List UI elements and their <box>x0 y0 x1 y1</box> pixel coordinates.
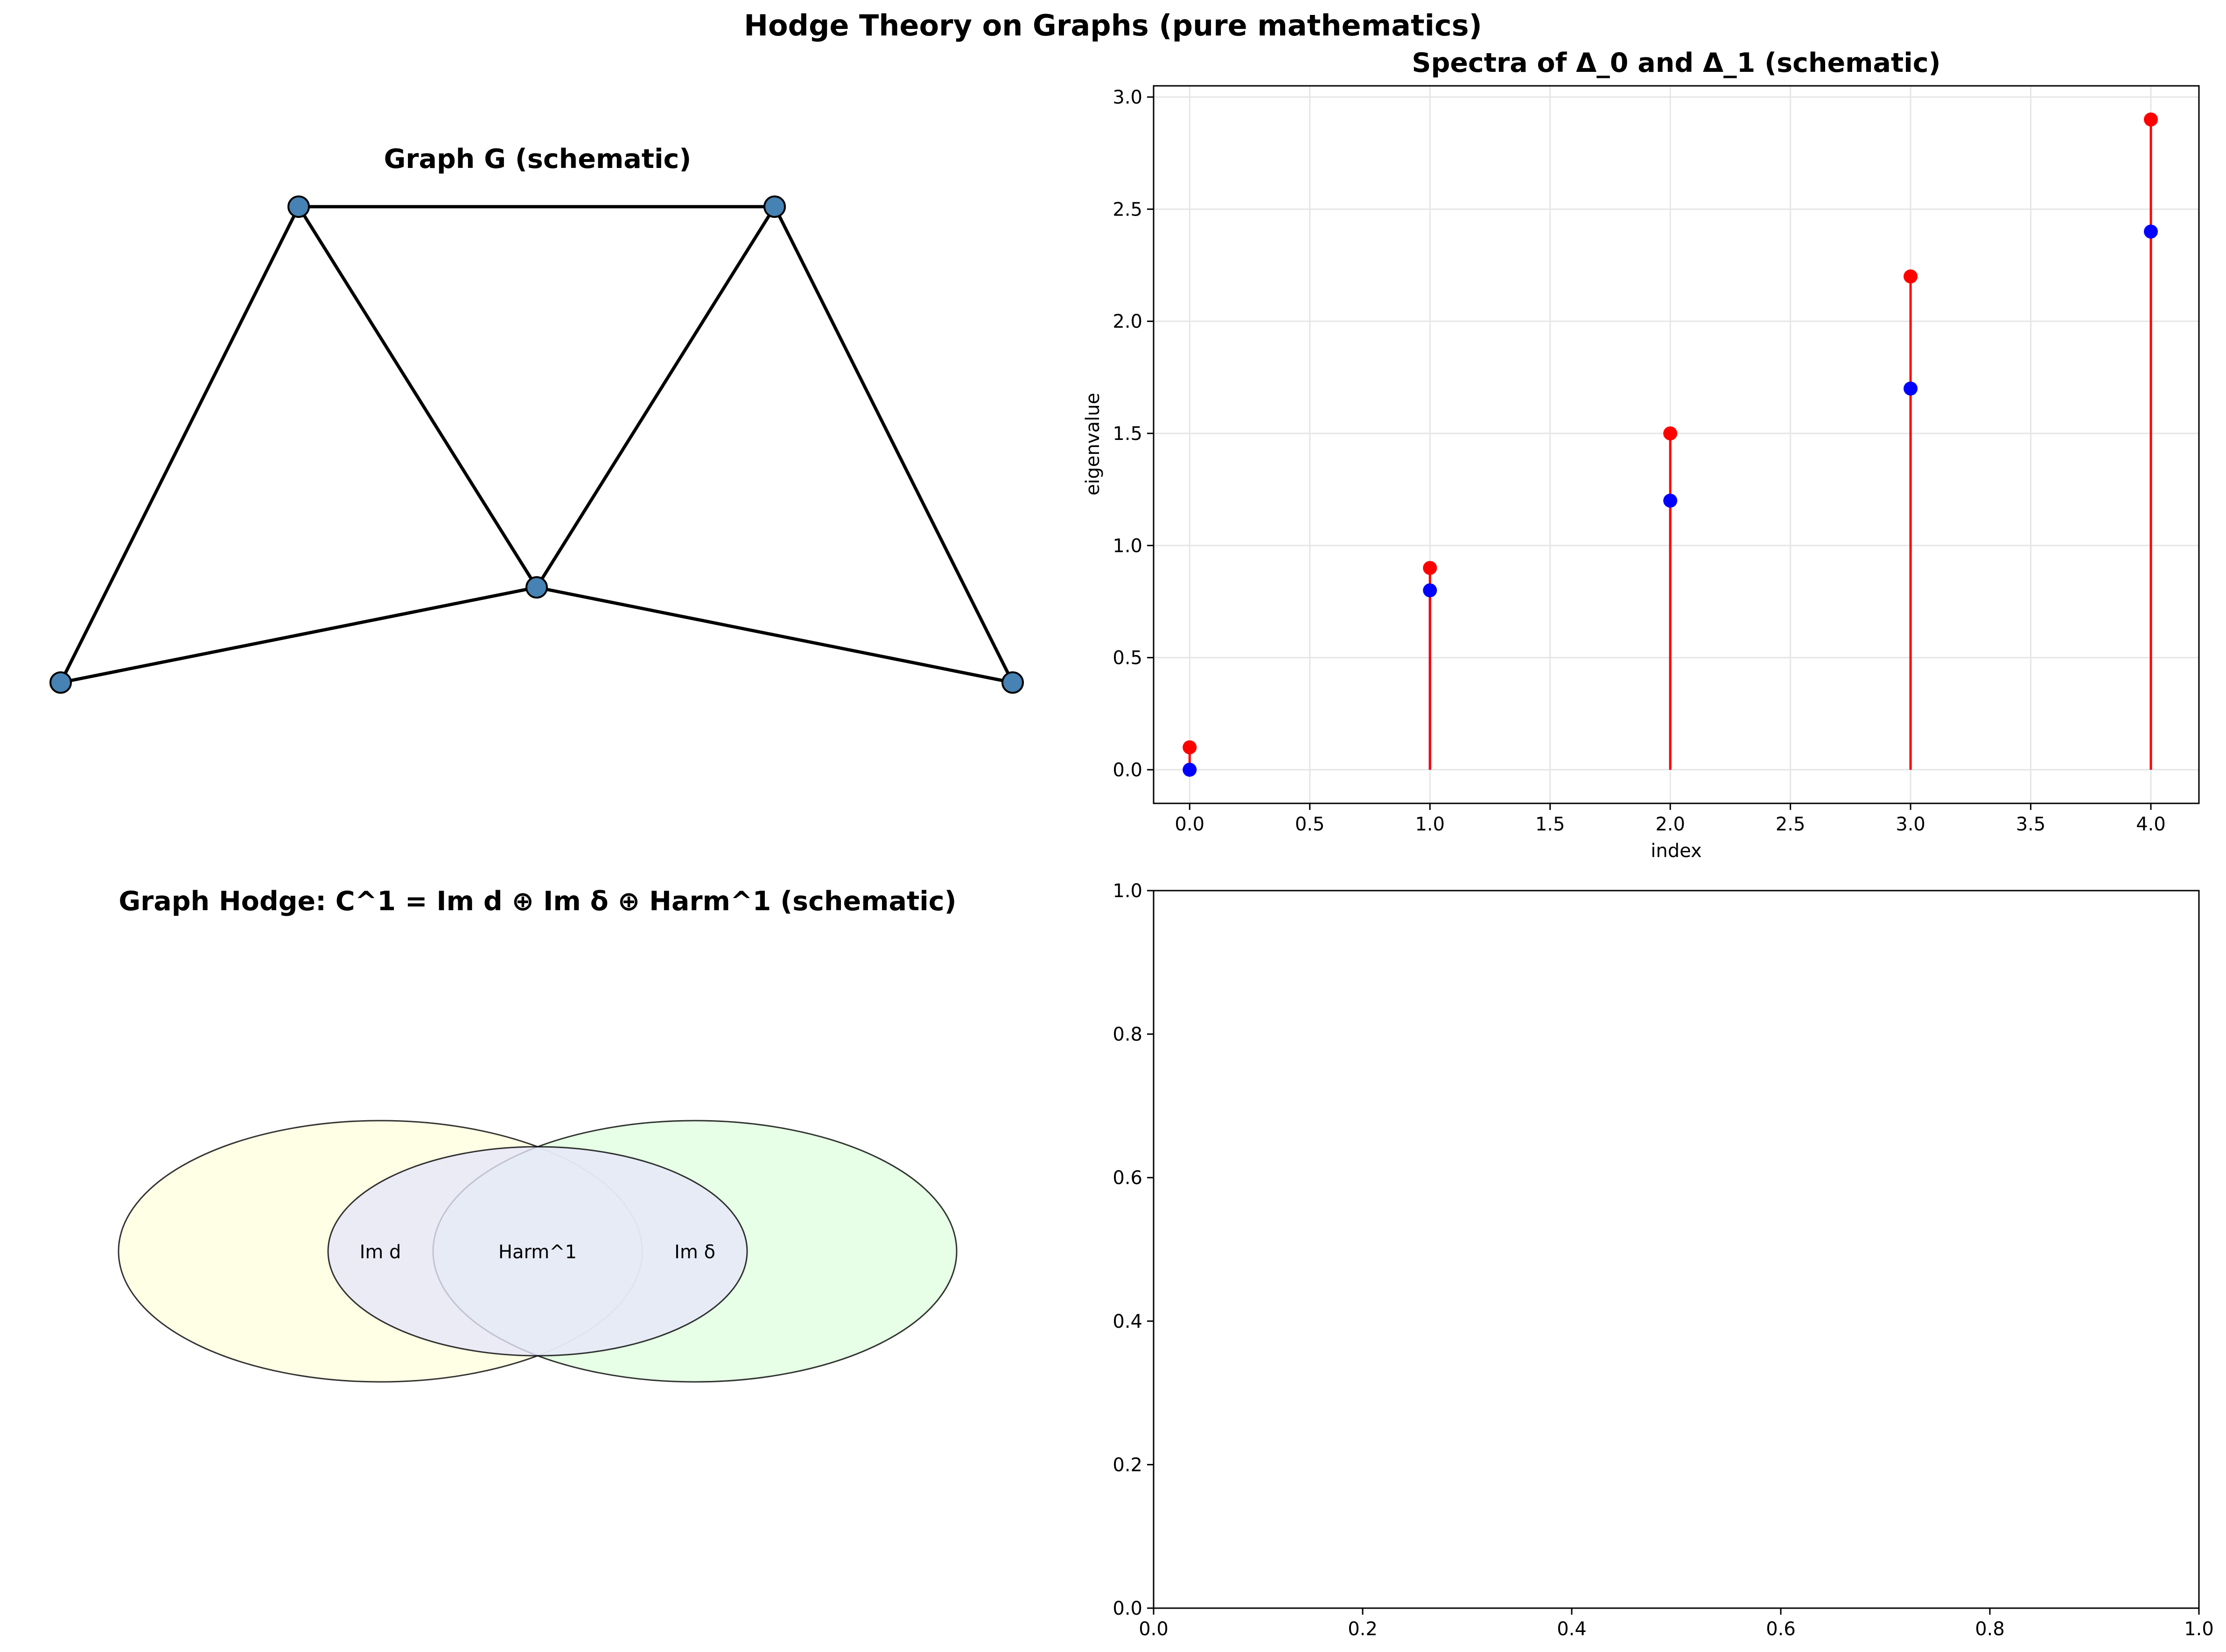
graph-node-v0 <box>49 671 72 694</box>
empty-xtick-label: 0.6 <box>1766 1618 1796 1640</box>
stem-marker-s1-0 <box>1183 740 1197 754</box>
stem-marker-s0-1 <box>1423 583 1437 598</box>
stem-marker-s1-2 <box>1663 426 1678 440</box>
figure-suptitle: Hodge Theory on Graphs (pure mathematics… <box>744 8 1482 42</box>
graph-title: Graph G (schematic) <box>384 144 692 174</box>
spectra-ylabel: eigenvalue <box>1082 393 1104 495</box>
stem-marker-s0-3 <box>1904 381 1918 396</box>
graph-nodes <box>49 195 1024 694</box>
spectra-xlabel: index <box>1651 840 1701 862</box>
venn-label-harm: Harm^1 <box>498 1241 577 1263</box>
empty-ytick-label: 1.0 <box>1113 880 1142 902</box>
stem-marker-s0-2 <box>1663 494 1678 508</box>
stem-marker-s1-1 <box>1423 561 1437 575</box>
empty-xtick-label: 0.8 <box>1975 1618 2005 1640</box>
spectra-xtick-label: 0.0 <box>1175 814 1204 835</box>
spectra-ytick-label: 0.0 <box>1113 760 1142 781</box>
spectra-title: Spectra of Δ_0 and Δ_1 (schematic) <box>1412 48 1940 78</box>
spectra-xtick-label: 0.5 <box>1295 814 1325 835</box>
spectra-xtick-label: 2.0 <box>1655 814 1685 835</box>
empty-ytick-label: 0.8 <box>1113 1024 1142 1046</box>
stem-marker-s1-4 <box>2144 112 2158 127</box>
empty-xtick-label: 0.4 <box>1557 1618 1587 1640</box>
graph-edge-v0-v2 <box>60 586 537 684</box>
empty-xtick-label: 0.2 <box>1348 1618 1378 1640</box>
spectra-xtick-label: 1.5 <box>1535 814 1565 835</box>
venn-label-im-delta: Im δ <box>674 1241 715 1263</box>
spectra-ytick-label: 0.5 <box>1113 648 1142 669</box>
spectra-ytick-label: 1.0 <box>1113 535 1142 557</box>
empty-axes: 0.0 0.2 0.4 0.6 0.8 1.0 0.0 0.2 0.4 0.6 0.8 1.0 <box>1113 880 2213 1640</box>
stem-marker-s0-4 <box>2144 224 2158 239</box>
graph-node-v4 <box>1001 671 1024 694</box>
graph-edge-v1-v2 <box>297 206 538 588</box>
graph-edge-v2-v4 <box>536 586 1013 684</box>
graph-edge-v0-v1 <box>59 206 301 683</box>
spectra-frame <box>1153 85 2200 804</box>
spectra-xtick-label: 1.0 <box>1415 814 1445 835</box>
empty-ytick-label: 0.4 <box>1113 1311 1142 1332</box>
venn-ellipse-harm <box>327 1146 748 1357</box>
venn-title: Graph Hodge: C^1 = Im d ⊕ Im δ ⊕ Harm^1 … <box>119 886 956 917</box>
spectra-xtick-label: 3.5 <box>2016 814 2046 835</box>
empty-ytick-label: 0.2 <box>1113 1454 1142 1476</box>
spectra-panel: Spectra of Δ_0 and Δ_1 (schematic) 0.0 0.… <box>1082 48 2200 862</box>
graph-node-v3 <box>763 195 786 218</box>
spectra-xtick-label: 4.0 <box>2136 814 2166 835</box>
spectra-ytick-label: 2.5 <box>1113 199 1142 220</box>
stem-marker-s0-0 <box>1183 762 1197 777</box>
graph-panel: Graph G (schematic) <box>49 144 1024 694</box>
spectra-ytick-label: 3.0 <box>1113 87 1142 108</box>
spectra-xtick-label: 2.5 <box>1776 814 1806 835</box>
graph-edges <box>59 205 1015 684</box>
empty-frame <box>1153 890 2200 1609</box>
spectra-ytick-label: 2.0 <box>1113 311 1142 333</box>
spectra-axes: 0.0 0.5 1.0 1.5 2.0 2.5 3.0 3.5 4.0 0.0 0.5 1.0 1.5 2… <box>1113 85 2200 835</box>
venn-panel: Graph Hodge: C^1 = Im d ⊕ Im δ ⊕ Harm^1 … <box>118 886 958 1383</box>
stem-marker-s1-3 <box>1904 269 1918 284</box>
spectra-ytick-label: 1.5 <box>1113 423 1142 445</box>
graph-edge-v2-v3 <box>535 206 776 588</box>
empty-xtick-label: 0.0 <box>1139 1618 1169 1640</box>
graph-edge-v3-v4 <box>773 206 1015 683</box>
spectra-stems <box>1183 112 2158 777</box>
venn-label-im-d: Im d <box>360 1241 401 1263</box>
graph-node-v2 <box>525 576 548 599</box>
empty-ytick-label: 0.6 <box>1113 1167 1142 1189</box>
empty-panel: 0.0 0.2 0.4 0.6 0.8 1.0 0.0 0.2 0.4 0.6 0.8 1.0 <box>1113 880 2213 1640</box>
graph-node-v1 <box>287 195 310 218</box>
spectra-xtick-label: 3.0 <box>1896 814 1925 835</box>
empty-xtick-label: 1.0 <box>2184 1618 2214 1640</box>
empty-ytick-label: 0.0 <box>1113 1598 1142 1619</box>
